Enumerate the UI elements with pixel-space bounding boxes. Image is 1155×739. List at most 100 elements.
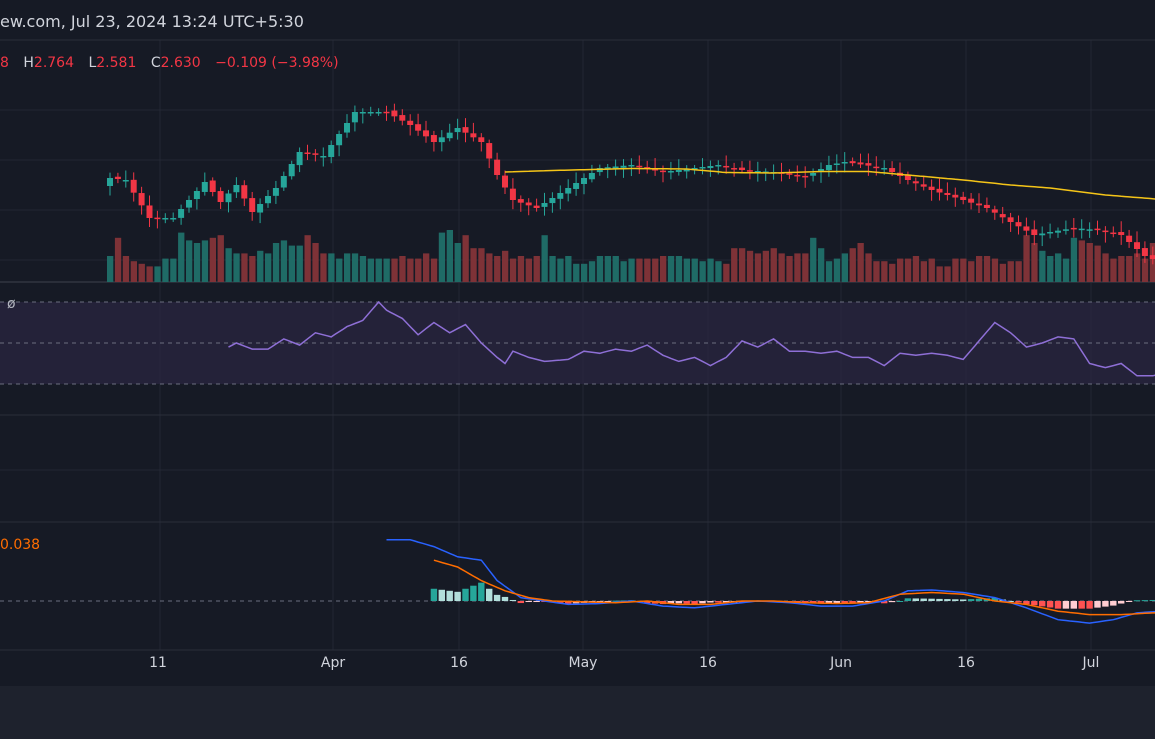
candle-body [881, 168, 888, 170]
candle-body [833, 163, 840, 165]
volume-bar [107, 256, 114, 282]
close-value: 2.630 [160, 55, 201, 71]
volume-bar [857, 243, 864, 282]
candle-body [1141, 248, 1148, 256]
volume-bar [699, 261, 706, 282]
rsi-indicator-icon[interactable]: ø [7, 296, 16, 312]
volume-bar [889, 263, 896, 282]
candle-body [620, 165, 627, 168]
candle-body [391, 110, 398, 117]
volume-bar [644, 258, 651, 282]
volume-bar [375, 258, 382, 282]
volume-bar [739, 248, 746, 282]
candle-body [1086, 229, 1093, 231]
candle-body [549, 198, 556, 204]
volume-bar [873, 261, 880, 282]
candle-body [1055, 230, 1061, 233]
candle-body [478, 137, 485, 142]
volume-bar [1031, 243, 1038, 282]
candle-body [612, 166, 619, 169]
candle-body [786, 173, 793, 175]
macd-histogram-bar [675, 601, 682, 604]
volume-bar [470, 248, 477, 282]
volume-bar [1070, 237, 1078, 282]
volume-bar [502, 250, 509, 282]
volume-bar [138, 263, 145, 282]
volume-bar [936, 266, 943, 282]
volume-bar [517, 256, 525, 282]
candle-body [1078, 228, 1085, 231]
macd-histogram-bar [928, 598, 935, 601]
volume-bar [991, 258, 999, 282]
volume-bar [794, 253, 801, 282]
macd-histogram-bar [1149, 599, 1155, 601]
close-label: C [150, 55, 161, 71]
candle-body [446, 132, 453, 139]
candle-body [644, 167, 651, 169]
candle-body [383, 111, 390, 114]
volume-bar [249, 256, 256, 282]
volume-bar [652, 258, 659, 282]
macd-histogram-bar [478, 582, 485, 601]
volume-bar [636, 258, 643, 282]
high-label: H [23, 55, 34, 71]
candle-body [976, 203, 982, 206]
candle-body [399, 115, 406, 121]
candle-body [1023, 226, 1030, 231]
macd-histogram-bar [715, 601, 722, 603]
volume-bar [754, 253, 762, 282]
volume-bar [691, 258, 698, 282]
volume-bar [968, 261, 975, 282]
candle-body [486, 143, 493, 159]
volume-bar [897, 258, 904, 282]
candle-body [873, 166, 880, 169]
volume-bar [178, 232, 185, 282]
macd-histogram-bar [1110, 601, 1117, 606]
volume-bar [280, 240, 288, 282]
volume-bar [170, 258, 177, 282]
macd-histogram-bar [644, 601, 651, 604]
volume-bar [122, 256, 130, 282]
candle-body [565, 188, 572, 194]
candle-body [209, 180, 216, 192]
macd-histogram-bar [462, 588, 469, 601]
macd-histogram-bar [991, 597, 998, 601]
candle-body [818, 169, 824, 173]
macd-line [386, 539, 1155, 624]
candle-body [130, 179, 137, 193]
volume-bar [620, 261, 627, 282]
candle-body [636, 165, 643, 168]
macd-histogram-bar [667, 601, 675, 604]
volume-bar [628, 258, 635, 282]
volume-bar [723, 263, 730, 282]
candle-body [225, 193, 232, 203]
time-axis[interactable]: 11 Apr 16 May 16 Jun 16 Jul [0, 655, 1155, 679]
volume-bar [1023, 235, 1030, 282]
volume-bar [944, 266, 951, 282]
macd-histogram-bar [683, 601, 690, 604]
volume-bar [509, 258, 517, 282]
volume-bar [462, 235, 469, 282]
volume-bar [818, 248, 825, 282]
x-tick-label: May [568, 655, 598, 671]
candle-body [557, 193, 564, 199]
volume-bar [976, 256, 983, 282]
volume-bar [660, 256, 667, 282]
candle-body [667, 171, 674, 173]
macd-histogram-bar [525, 601, 532, 603]
candle-body [699, 167, 706, 169]
volume-bar [746, 250, 754, 282]
volume-bar [383, 258, 390, 282]
volume-bar [707, 258, 714, 282]
candle-body [138, 193, 145, 206]
volume-bar [336, 258, 343, 282]
candle-body [1007, 217, 1014, 222]
volume-bar [186, 240, 193, 282]
macd-histogram-bar [802, 601, 809, 603]
macd-histogram-bar [1015, 601, 1022, 603]
candle-body [723, 165, 730, 168]
volume-bar [762, 250, 769, 282]
macd-histogram-bar [612, 600, 619, 602]
volume-bar [430, 258, 438, 282]
